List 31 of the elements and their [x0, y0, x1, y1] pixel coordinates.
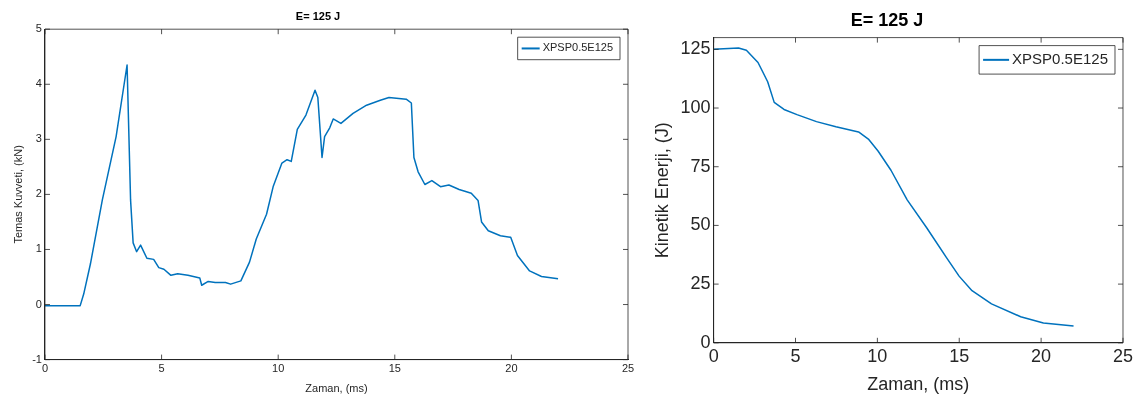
y-tick-label: 75 [690, 155, 711, 176]
x-tick-label: 25 [621, 362, 635, 375]
x-axis-title: Zaman, (ms) [305, 382, 368, 395]
x-tick-label: 15 [388, 362, 401, 375]
x-tick-label: 15 [949, 345, 970, 366]
y-tick-label: 5 [35, 22, 42, 35]
y-tick-label: 100 [680, 97, 711, 117]
legend-label: XPSP0.5E125 [542, 41, 614, 54]
x-tick-label: 20 [505, 362, 518, 375]
x-tick-label: 20 [1031, 345, 1052, 366]
x-axis-title: Zaman, (ms) [867, 374, 970, 395]
chart-title: E= 125 J [295, 9, 341, 22]
y-tick-label: 4 [35, 77, 42, 90]
x-tick-label: 25 [1112, 345, 1133, 366]
y-tick-label: 1 [35, 242, 42, 255]
y-tick-label: 0 [700, 331, 711, 352]
y-axis-title: Temas Kuvveti, (kN) [11, 145, 24, 244]
y-tick-label: 25 [690, 273, 711, 294]
y-tick-label: -1 [32, 352, 42, 365]
x-tick-label: 10 [867, 345, 888, 366]
y-tick-label: 3 [35, 132, 42, 145]
x-tick-label: 5 [790, 345, 801, 366]
y-tick-label: 0 [35, 297, 42, 310]
y-tick-label: 50 [690, 214, 711, 235]
y-tick-label: 125 [680, 38, 711, 59]
chart-title: E= 125 J [850, 9, 924, 30]
x-tick-label: 5 [158, 362, 165, 375]
legend-label: XPSP0.5E125 [1012, 49, 1108, 67]
x-tick-label: 10 [272, 362, 285, 375]
y-axis-title: Kinetik Enerji, (J) [651, 122, 672, 259]
y-tick-label: 2 [35, 187, 42, 200]
